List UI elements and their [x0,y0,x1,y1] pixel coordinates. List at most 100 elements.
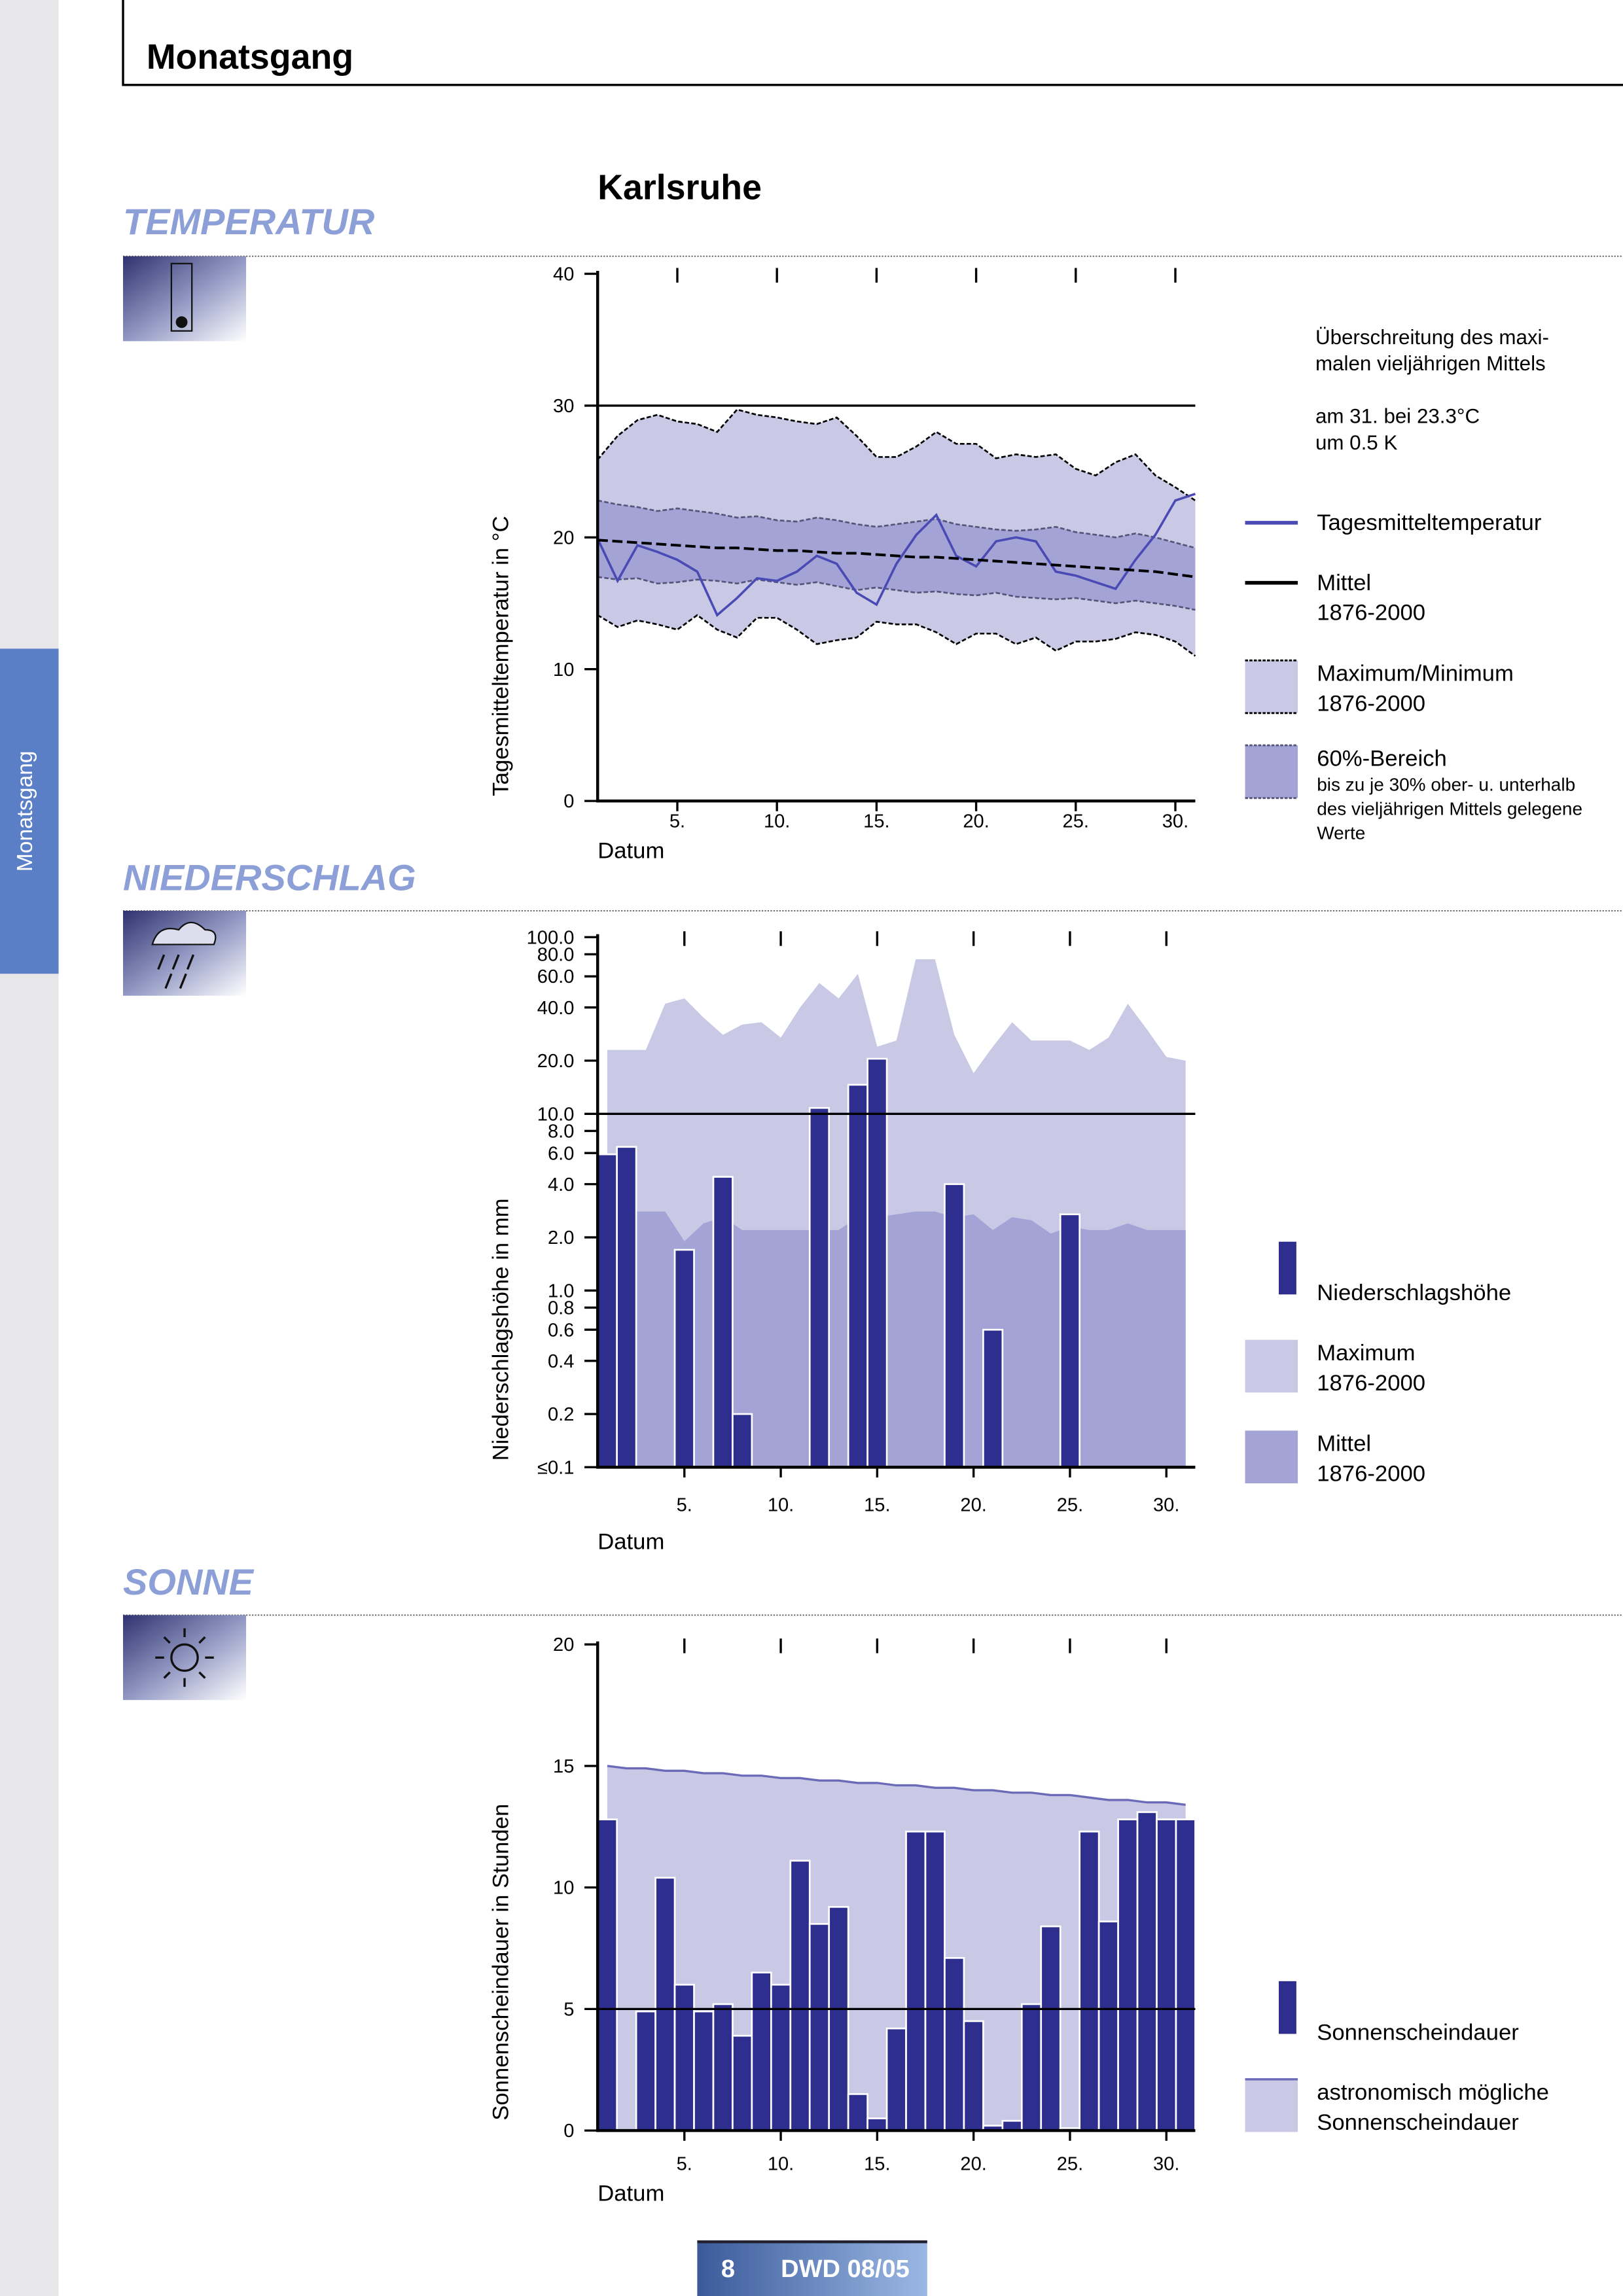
bar [712,1176,734,1468]
y-tick-label: 8.0 [548,1122,574,1142]
footer-page: 8 [721,2255,735,2283]
bar [770,1983,792,2132]
x-tick-label: 25. [1057,1494,1083,1515]
icon-glyph [170,1643,199,1672]
y-tick-label: 10.0 [537,1104,575,1125]
line [596,493,1196,618]
y-axis-label: Sonnenscheindauer in Stunden [489,1804,514,2121]
icon-glyph [155,1628,214,1687]
bar [732,1413,753,1468]
band-edge [597,408,1196,502]
icon-bg [123,910,247,996]
y-tick-label: 60.0 [537,966,575,987]
y-tick-label: 20 [553,527,574,548]
legend-label: 60%-Bereich [1317,746,1447,771]
x-tick-label: 10. [764,811,790,832]
legend-label: Mittel 1876-2000 [1317,1432,1425,1487]
x-tick-label: 15. [864,2154,890,2175]
bar [1175,1818,1196,2132]
x-axis-label: Datum [597,2181,664,2206]
bar [944,1183,965,1468]
icon-precipitation [123,910,247,996]
bar [847,2093,868,2132]
bar [866,2117,888,2132]
line [597,539,1196,578]
bar [866,1057,888,1468]
legend-swatch [1245,2079,1298,2132]
bar [751,1971,772,2132]
bar [808,1106,830,1468]
y-tick-label: 0.8 [548,1298,574,1319]
bar [828,1906,849,2132]
legend-label: Maximum/Minimum 1876-2000 [1317,662,1514,716]
x-tick-label: 5. [677,1494,692,1515]
side-tab-label: Monatsgang [13,751,37,872]
y-tick-label: 100.0 [527,927,575,948]
section-title: NIEDERSCHLAG [123,857,416,898]
y-tick-label: 1.0 [548,1280,574,1301]
bar [944,1957,965,2132]
legend-note: bis zu je 30% ober- u. unterhalb des viel… [1317,774,1582,843]
x-axis-label: Datum [597,1530,664,1555]
y-tick-label: 5 [563,1999,574,2020]
legend-label: Mittel 1876-2000 [1317,571,1425,626]
bar [712,2003,734,2132]
bar [924,1830,946,2132]
legend-swatch [1245,1430,1298,1483]
section-title: SONNE [123,1561,255,1602]
x-tick-label: 20. [960,2154,986,2175]
legend-label: Maximum 1876-2000 [1317,1341,1425,1396]
y-tick-label: 6.0 [548,1143,574,1164]
y-axis-label: Niederschlagshöhe in mm [489,1198,514,1460]
area [607,1211,1186,1468]
band-edge [597,614,1196,657]
station-title: Karlsruhe [597,168,762,207]
y-tick-label: 10 [553,1878,574,1899]
x-tick-label: 30. [1153,2154,1179,2175]
bar [1136,1811,1158,2132]
x-tick-label: 20. [963,811,989,832]
x-tick-label: 25. [1057,2154,1083,2175]
bar [654,1877,676,2132]
bar [808,1923,830,2132]
footer-box [697,2240,927,2296]
bar [1117,1818,1139,2132]
legend-label: Sonnenscheindauer [1317,2020,1519,2045]
x-tick-label: 15. [864,1494,890,1515]
y-tick-label: 20 [553,1634,574,1655]
bar [885,2027,907,2132]
separators [123,255,1623,1616]
x-tick-label: 30. [1162,811,1188,832]
bar [1040,1925,1061,2132]
icon-sun [123,1615,247,1701]
icon-glyph [175,316,188,328]
x-tick-label: 5. [677,2154,692,2175]
side-tab [0,648,59,974]
annotation-detail: am 31. bei 23.3°C um 0.5 K [1315,405,1480,454]
bar [635,2010,656,2132]
bar [1079,1830,1100,2132]
legend-swatch [1245,660,1298,713]
bar [847,1084,868,1468]
bar [616,1146,637,1468]
y-tick-label: 0.2 [548,1404,574,1425]
y-tick-label: 15 [553,1756,574,1777]
band-edge [597,499,1196,549]
y-tick-label: 40 [553,264,574,285]
bar [596,1818,618,2132]
legend-swatch [1279,1981,1296,2034]
legend-swatch [1245,745,1298,798]
bar [693,2010,715,2132]
footer-label: DWD 08/05 [781,2255,910,2283]
y-tick-label: 10 [553,660,574,680]
y-tick-label: 0 [563,791,574,812]
x-axis-label: Datum [597,838,664,863]
y-tick-label: 0.6 [548,1320,574,1341]
footer: 8 DWD 08/05 [697,2240,927,2296]
header-title: Monatsgang [147,37,353,77]
y-axis-label: Tagesmitteltemperatur in °C [489,516,514,796]
icon-temperature [123,256,247,342]
bar [789,1860,811,2132]
legend-label: Tagesmitteltemperatur [1317,510,1541,535]
